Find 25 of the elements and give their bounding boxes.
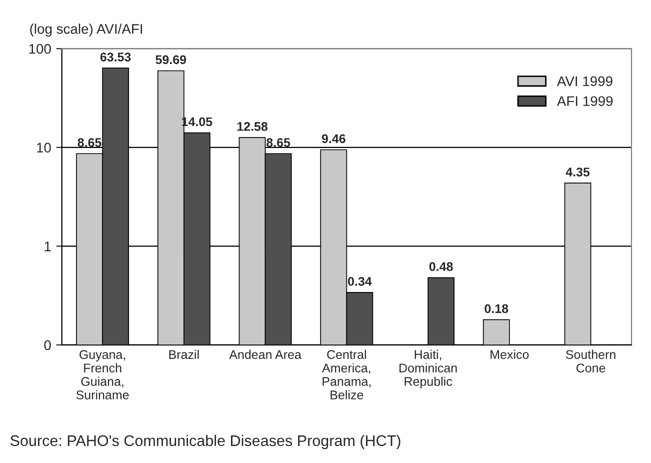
- x-tick-label: Guyana, French Guiana, Suriname: [76, 350, 129, 400]
- data-label: 8.65: [266, 138, 290, 147]
- x-tick-label: Brazil: [169, 350, 199, 359]
- data-label: 8.65: [78, 138, 102, 147]
- x-tick-label: Andean Area: [229, 350, 302, 359]
- x-tick-label: Mexico: [490, 350, 529, 359]
- data-label: 59.69: [156, 55, 186, 64]
- data-label: 4.35: [566, 168, 590, 176]
- data-label: 63.53: [100, 52, 131, 62]
- data-label: 12.58: [237, 122, 268, 131]
- source-note: Source: PAHO's Communicable Diseases Program (HCT): [10, 434, 400, 450]
- data-label: 9.46: [322, 134, 346, 144]
- y-tick-label: 0: [44, 340, 51, 350]
- x-tick-label: Haiti, Dominican Republic: [400, 350, 457, 388]
- y-tick-label: 1: [44, 242, 51, 252]
- data-label: 0.18: [484, 304, 508, 314]
- legend-label: AFI 1999: [556, 96, 613, 106]
- data-label: 0.34: [348, 276, 372, 286]
- y-tick-label: 10: [37, 142, 51, 153]
- x-tick-label: Central America, Panama, Belize: [322, 350, 371, 400]
- legend-label: AVI 1999: [556, 76, 612, 86]
- y-axis-title: (log scale) AVI/AFI: [30, 24, 142, 37]
- data-label: 0.48: [429, 262, 453, 272]
- y-tick-label: 100: [29, 44, 51, 54]
- x-tick-label: Southern Cone: [566, 350, 616, 372]
